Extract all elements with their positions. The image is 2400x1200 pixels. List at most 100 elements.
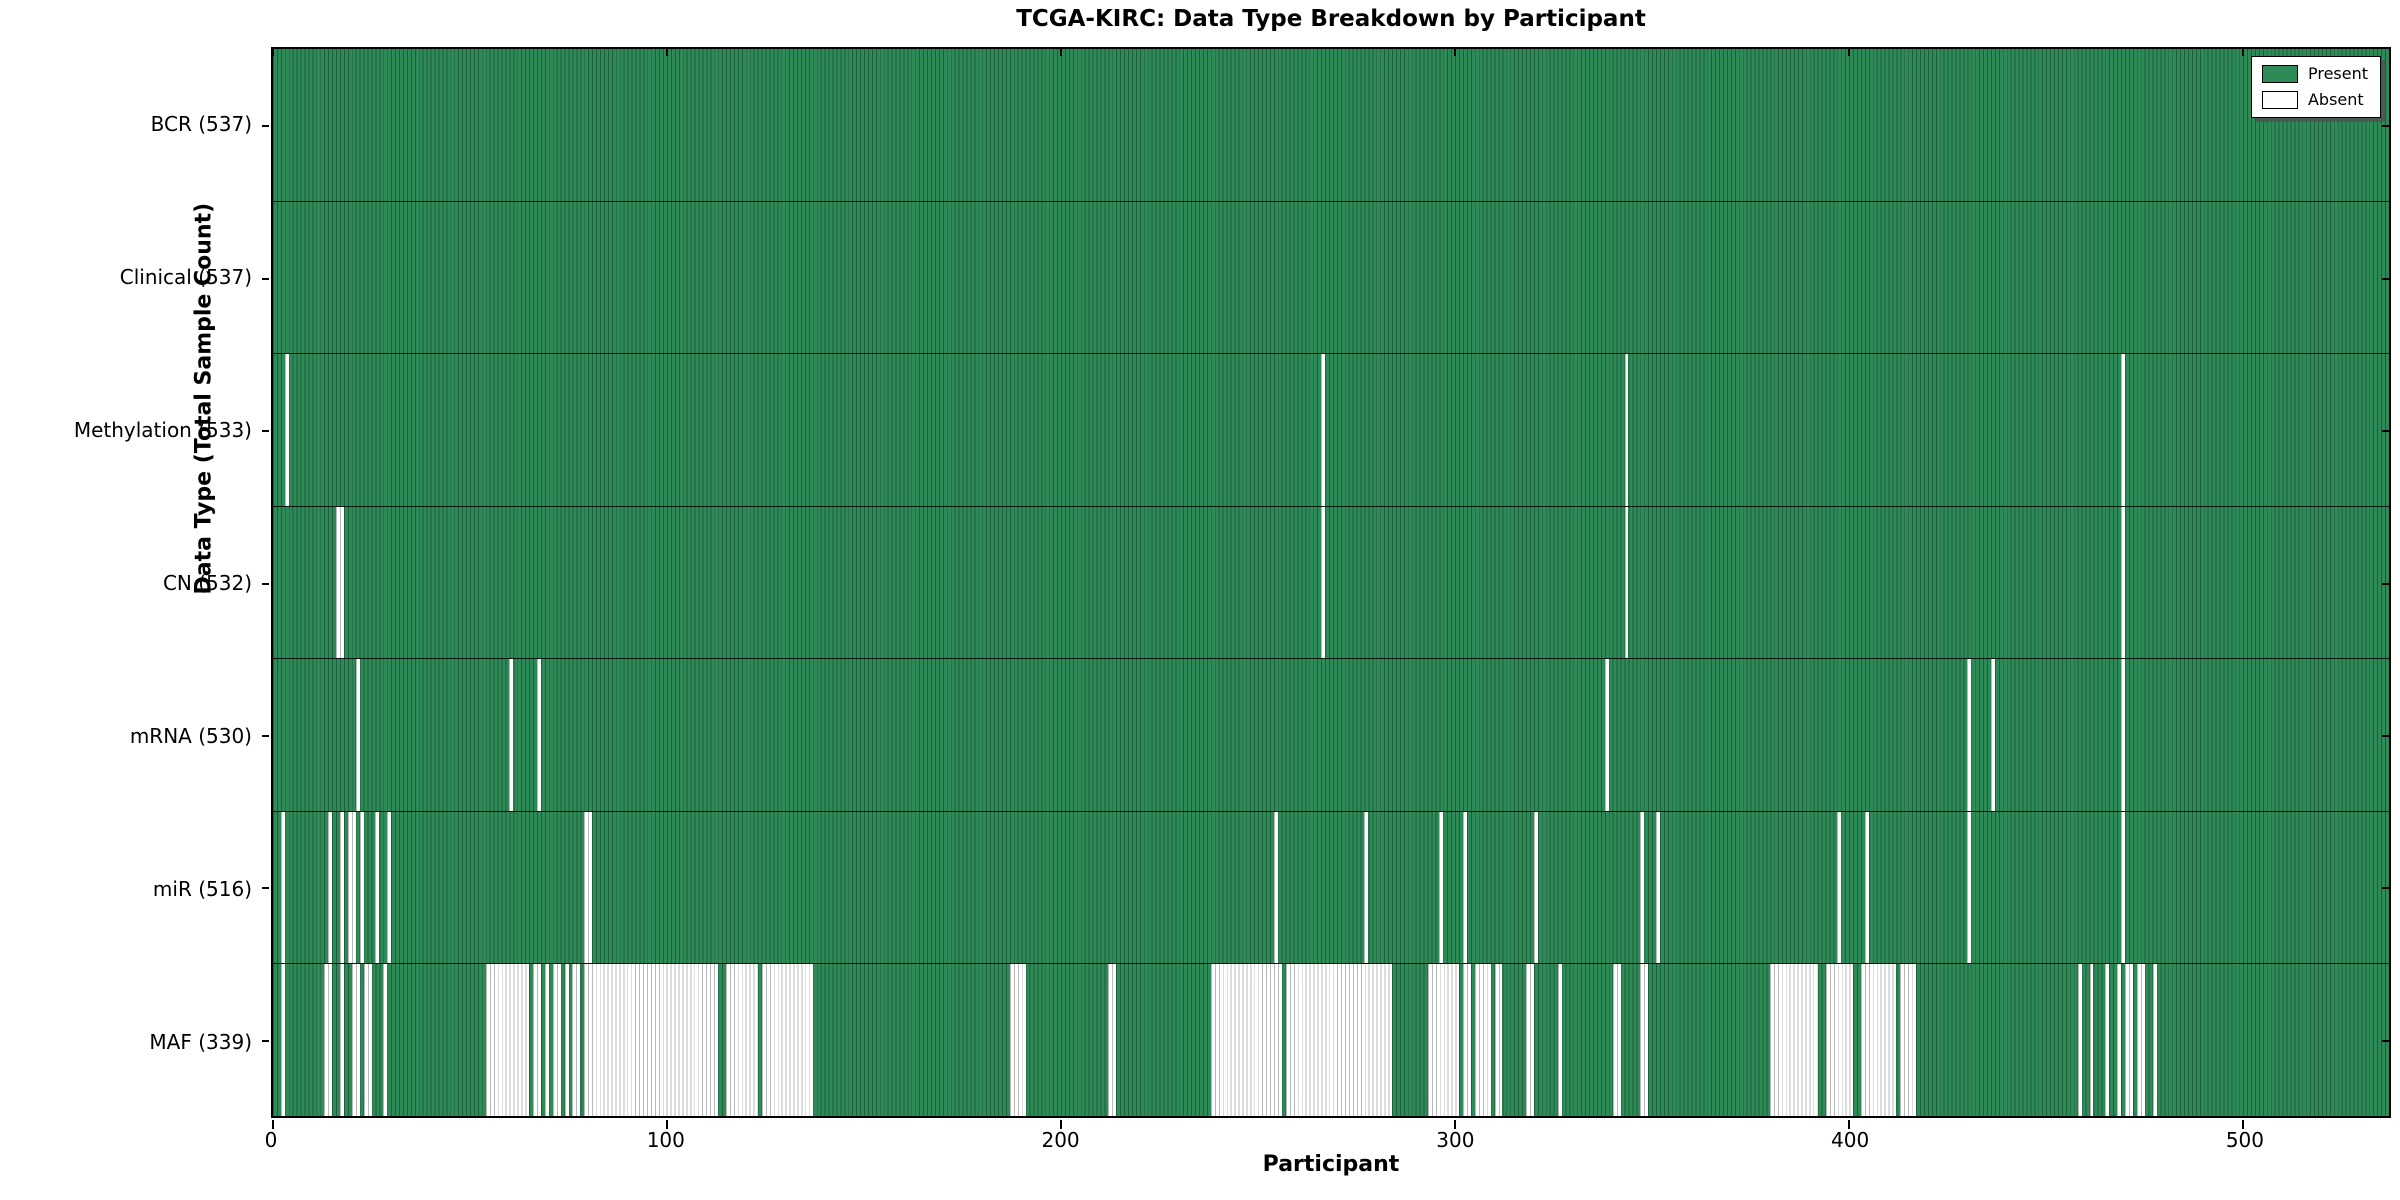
absent-bar xyxy=(1900,964,1917,1117)
absent-bar xyxy=(572,964,581,1117)
absent-bar xyxy=(2121,506,2125,659)
absent-bar xyxy=(1557,964,1562,1117)
row-clinical xyxy=(273,201,2389,355)
absent-bar xyxy=(336,506,344,659)
legend-swatch-absent-icon xyxy=(2261,91,2298,109)
absent-bar xyxy=(533,964,541,1117)
absent-bar xyxy=(1439,811,1444,964)
absent-bar xyxy=(383,964,388,1117)
x-tick-label-100: 100 xyxy=(646,1128,685,1152)
y-tick-mark xyxy=(262,1039,269,1042)
absent-bar xyxy=(375,811,380,964)
absent-bar xyxy=(1640,964,1649,1117)
absent-bar xyxy=(1321,354,1326,506)
absent-bar xyxy=(1494,964,1503,1117)
absent-bar xyxy=(2121,659,2125,811)
y-tick-mark xyxy=(262,430,269,433)
absent-bar xyxy=(1321,506,1326,659)
absent-bar xyxy=(355,659,360,811)
absent-bar xyxy=(1612,964,1621,1117)
legend-swatch-present-icon xyxy=(2261,65,2298,83)
absent-bar xyxy=(1825,964,1854,1117)
y-tick-label-maf: MAF (339) xyxy=(149,1029,252,1054)
absent-bar xyxy=(1640,811,1645,964)
absent-bar xyxy=(324,964,333,1117)
absent-bar xyxy=(509,659,514,811)
absent-bar xyxy=(1533,811,1538,964)
absent-bar xyxy=(284,354,289,506)
absent-bar xyxy=(1364,811,1369,964)
axis-ticks xyxy=(262,49,2389,1129)
absent-bar xyxy=(1967,659,1972,811)
x-tick-mark xyxy=(2242,1120,2245,1129)
absent-bar xyxy=(1427,964,1460,1117)
absent-bar xyxy=(347,811,356,964)
row-maf xyxy=(273,964,2389,1117)
absent-bar xyxy=(328,811,333,964)
row-methylation xyxy=(273,354,2389,507)
absent-bar xyxy=(339,964,344,1117)
y-tick-label-cn: CN (532) xyxy=(162,570,252,595)
absent-bar xyxy=(1009,964,1026,1117)
y-tick-mark xyxy=(262,582,269,585)
plot-area: Present Absent xyxy=(262,47,2391,1129)
absent-bar xyxy=(1463,811,1467,964)
absent-bar xyxy=(339,811,344,964)
absent-bar xyxy=(2089,964,2094,1117)
absent-bar xyxy=(1463,964,1471,1117)
y-tick-mark xyxy=(262,277,269,280)
absent-bar xyxy=(1285,964,1393,1117)
y-tick-label-methylation: Methylation (533) xyxy=(73,417,252,442)
absent-bar xyxy=(2105,964,2110,1117)
absent-bar xyxy=(1770,964,1818,1117)
absent-bar xyxy=(761,964,813,1117)
x-tick-mark xyxy=(272,49,274,56)
y-axis-label: Data Type (Total Sample Count) xyxy=(191,202,217,595)
y-tick-mark xyxy=(262,887,269,890)
absent-bar xyxy=(726,964,758,1117)
x-axis-label: Participant xyxy=(1262,1152,1400,1177)
x-tick-mark xyxy=(1454,1120,1457,1129)
absent-bar xyxy=(2136,964,2145,1117)
x-tick-label-300: 300 xyxy=(1436,1128,1475,1152)
x-tick-mark xyxy=(1848,1120,1851,1129)
chart-title: TCGA-KIRC: Data Type Breakdown by Partic… xyxy=(1016,6,1646,32)
absent-bar xyxy=(544,964,549,1117)
absent-bar xyxy=(584,811,593,964)
legend-label-present: Present xyxy=(2307,64,2368,83)
absent-bar xyxy=(2077,964,2082,1117)
x-tick-mark xyxy=(1848,49,1851,56)
y-tick-label-mrna: mRNA (530) xyxy=(129,723,252,748)
row-bcr xyxy=(273,49,2389,202)
y-tick-mark xyxy=(2382,1039,2389,1042)
x-tick-mark xyxy=(272,1120,274,1129)
absent-bar xyxy=(359,811,364,964)
x-tick-label-0: 0 xyxy=(264,1128,278,1152)
absent-bar xyxy=(552,964,561,1117)
y-tick-label-bcr: BCR (537) xyxy=(150,111,252,136)
absent-bar xyxy=(1967,811,1972,964)
absent-bar xyxy=(1991,659,1995,811)
x-tick-mark xyxy=(1454,49,1457,56)
absent-bar xyxy=(2121,354,2125,506)
absent-bar xyxy=(1864,811,1869,964)
x-tick-mark xyxy=(2242,49,2245,56)
y-tick-mark xyxy=(2382,430,2389,433)
row-mrna xyxy=(273,659,2389,812)
legend-item-absent: Absent xyxy=(2261,91,2368,109)
absent-bar xyxy=(280,964,285,1117)
row-mir xyxy=(273,811,2389,965)
absent-bar xyxy=(1604,659,1609,811)
y-tick-mark xyxy=(2382,277,2389,280)
x-tick-label-500: 500 xyxy=(2225,1128,2265,1152)
y-tick-mark xyxy=(2382,582,2389,585)
absent-bar xyxy=(351,964,360,1117)
x-tick-mark xyxy=(1060,49,1063,56)
x-tick-mark xyxy=(1060,1120,1063,1129)
y-tick-mark xyxy=(2382,125,2389,128)
absent-bar xyxy=(280,811,285,964)
x-tick-label-200: 200 xyxy=(1041,1128,1080,1152)
absent-bar xyxy=(1273,811,1278,964)
absent-bar xyxy=(1860,964,1897,1117)
